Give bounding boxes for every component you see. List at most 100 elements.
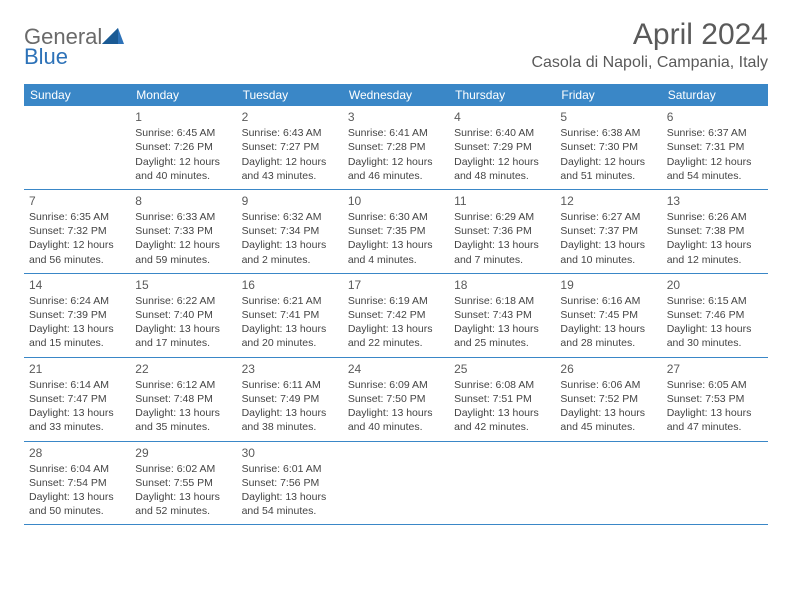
sunset-text: Sunset: 7:29 PM <box>454 140 550 154</box>
daylight-text: Daylight: 13 hours and 20 minutes. <box>242 322 338 350</box>
day-number: 26 <box>560 361 656 377</box>
sunrise-text: Sunrise: 6:11 AM <box>242 378 338 392</box>
week-row: 28Sunrise: 6:04 AMSunset: 7:54 PMDayligh… <box>24 442 768 526</box>
daylight-text: Daylight: 13 hours and 10 minutes. <box>560 238 656 266</box>
sunset-text: Sunset: 7:38 PM <box>667 224 763 238</box>
day-cell: 2Sunrise: 6:43 AMSunset: 7:27 PMDaylight… <box>237 106 343 189</box>
day-header-sat: Saturday <box>662 84 768 106</box>
daylight-text: Daylight: 13 hours and 40 minutes. <box>348 406 444 434</box>
day-cell: 10Sunrise: 6:30 AMSunset: 7:35 PMDayligh… <box>343 190 449 273</box>
day-number: 1 <box>135 109 231 125</box>
daylight-text: Daylight: 13 hours and 45 minutes. <box>560 406 656 434</box>
day-cell: 30Sunrise: 6:01 AMSunset: 7:56 PMDayligh… <box>237 442 343 525</box>
day-cell: 13Sunrise: 6:26 AMSunset: 7:38 PMDayligh… <box>662 190 768 273</box>
daylight-text: Daylight: 13 hours and 28 minutes. <box>560 322 656 350</box>
day-cell: 7Sunrise: 6:35 AMSunset: 7:32 PMDaylight… <box>24 190 130 273</box>
day-number: 25 <box>454 361 550 377</box>
day-number: 19 <box>560 277 656 293</box>
day-cell: 9Sunrise: 6:32 AMSunset: 7:34 PMDaylight… <box>237 190 343 273</box>
daylight-text: Daylight: 12 hours and 46 minutes. <box>348 155 444 183</box>
day-number: 18 <box>454 277 550 293</box>
daylight-text: Daylight: 13 hours and 30 minutes. <box>667 322 763 350</box>
week-row: 14Sunrise: 6:24 AMSunset: 7:39 PMDayligh… <box>24 274 768 358</box>
location: Casola di Napoli, Campania, Italy <box>531 54 768 72</box>
day-cell: 29Sunrise: 6:02 AMSunset: 7:55 PMDayligh… <box>130 442 236 525</box>
daylight-text: Daylight: 12 hours and 43 minutes. <box>242 155 338 183</box>
day-number: 13 <box>667 193 763 209</box>
day-number: 6 <box>667 109 763 125</box>
sunrise-text: Sunrise: 6:14 AM <box>29 378 125 392</box>
sunrise-text: Sunrise: 6:04 AM <box>29 462 125 476</box>
month-title: April 2024 <box>531 18 768 52</box>
day-cell: 22Sunrise: 6:12 AMSunset: 7:48 PMDayligh… <box>130 358 236 441</box>
daylight-text: Daylight: 12 hours and 54 minutes. <box>667 155 763 183</box>
daylight-text: Daylight: 13 hours and 2 minutes. <box>242 238 338 266</box>
daylight-text: Daylight: 12 hours and 59 minutes. <box>135 238 231 266</box>
sunrise-text: Sunrise: 6:35 AM <box>29 210 125 224</box>
sunset-text: Sunset: 7:34 PM <box>242 224 338 238</box>
calendar-page: General Blue April 2024 Casola di Napoli… <box>0 0 792 543</box>
day-cell: 1Sunrise: 6:45 AMSunset: 7:26 PMDaylight… <box>130 106 236 189</box>
day-cell: 15Sunrise: 6:22 AMSunset: 7:40 PMDayligh… <box>130 274 236 357</box>
sunset-text: Sunset: 7:30 PM <box>560 140 656 154</box>
sunrise-text: Sunrise: 6:40 AM <box>454 126 550 140</box>
sunset-text: Sunset: 7:33 PM <box>135 224 231 238</box>
day-cell: 17Sunrise: 6:19 AMSunset: 7:42 PMDayligh… <box>343 274 449 357</box>
day-headers-row: Sunday Monday Tuesday Wednesday Thursday… <box>24 84 768 106</box>
logo-triangle-icon <box>102 28 124 44</box>
daylight-text: Daylight: 13 hours and 47 minutes. <box>667 406 763 434</box>
sunrise-text: Sunrise: 6:29 AM <box>454 210 550 224</box>
day-number: 4 <box>454 109 550 125</box>
title-block: April 2024 Casola di Napoli, Campania, I… <box>531 18 768 72</box>
day-cell: 27Sunrise: 6:05 AMSunset: 7:53 PMDayligh… <box>662 358 768 441</box>
day-number: 27 <box>667 361 763 377</box>
day-cell: 24Sunrise: 6:09 AMSunset: 7:50 PMDayligh… <box>343 358 449 441</box>
sunset-text: Sunset: 7:26 PM <box>135 140 231 154</box>
sunrise-text: Sunrise: 6:24 AM <box>29 294 125 308</box>
day-cell: 8Sunrise: 6:33 AMSunset: 7:33 PMDaylight… <box>130 190 236 273</box>
day-number: 8 <box>135 193 231 209</box>
day-cell: 11Sunrise: 6:29 AMSunset: 7:36 PMDayligh… <box>449 190 555 273</box>
sunset-text: Sunset: 7:45 PM <box>560 308 656 322</box>
day-cell: 14Sunrise: 6:24 AMSunset: 7:39 PMDayligh… <box>24 274 130 357</box>
sunrise-text: Sunrise: 6:01 AM <box>242 462 338 476</box>
sunset-text: Sunset: 7:43 PM <box>454 308 550 322</box>
day-number: 21 <box>29 361 125 377</box>
sunset-text: Sunset: 7:52 PM <box>560 392 656 406</box>
sunset-text: Sunset: 7:28 PM <box>348 140 444 154</box>
daylight-text: Daylight: 12 hours and 48 minutes. <box>454 155 550 183</box>
day-header-sun: Sunday <box>24 84 130 106</box>
sunrise-text: Sunrise: 6:09 AM <box>348 378 444 392</box>
sunset-text: Sunset: 7:39 PM <box>29 308 125 322</box>
day-number: 30 <box>242 445 338 461</box>
daylight-text: Daylight: 13 hours and 22 minutes. <box>348 322 444 350</box>
day-number: 23 <box>242 361 338 377</box>
sunrise-text: Sunrise: 6:33 AM <box>135 210 231 224</box>
day-cell <box>449 442 555 525</box>
week-row: 1Sunrise: 6:45 AMSunset: 7:26 PMDaylight… <box>24 106 768 190</box>
header: General Blue April 2024 Casola di Napoli… <box>24 18 768 72</box>
day-cell: 26Sunrise: 6:06 AMSunset: 7:52 PMDayligh… <box>555 358 661 441</box>
week-row: 21Sunrise: 6:14 AMSunset: 7:47 PMDayligh… <box>24 358 768 442</box>
sunset-text: Sunset: 7:40 PM <box>135 308 231 322</box>
day-cell: 19Sunrise: 6:16 AMSunset: 7:45 PMDayligh… <box>555 274 661 357</box>
day-cell: 3Sunrise: 6:41 AMSunset: 7:28 PMDaylight… <box>343 106 449 189</box>
daylight-text: Daylight: 13 hours and 50 minutes. <box>29 490 125 518</box>
sunrise-text: Sunrise: 6:12 AM <box>135 378 231 392</box>
sunset-text: Sunset: 7:27 PM <box>242 140 338 154</box>
day-number: 16 <box>242 277 338 293</box>
sunset-text: Sunset: 7:37 PM <box>560 224 656 238</box>
sunrise-text: Sunrise: 6:06 AM <box>560 378 656 392</box>
day-cell <box>343 442 449 525</box>
sunrise-text: Sunrise: 6:32 AM <box>242 210 338 224</box>
daylight-text: Daylight: 12 hours and 56 minutes. <box>29 238 125 266</box>
day-cell <box>24 106 130 189</box>
daylight-text: Daylight: 13 hours and 7 minutes. <box>454 238 550 266</box>
day-cell: 20Sunrise: 6:15 AMSunset: 7:46 PMDayligh… <box>662 274 768 357</box>
daylight-text: Daylight: 13 hours and 35 minutes. <box>135 406 231 434</box>
sunrise-text: Sunrise: 6:27 AM <box>560 210 656 224</box>
day-header-thu: Thursday <box>449 84 555 106</box>
daylight-text: Daylight: 13 hours and 42 minutes. <box>454 406 550 434</box>
sunrise-text: Sunrise: 6:08 AM <box>454 378 550 392</box>
sunrise-text: Sunrise: 6:05 AM <box>667 378 763 392</box>
